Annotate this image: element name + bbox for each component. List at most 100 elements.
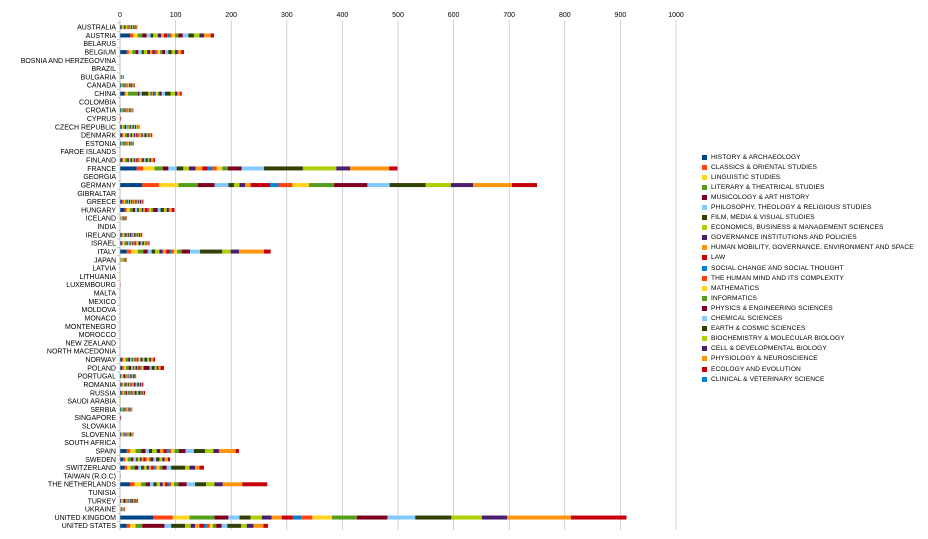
- bar-segment: [131, 124, 132, 129]
- bar-segment: [133, 133, 136, 138]
- legend-item: CLINICAL & VETERINARY SCIENCE: [702, 374, 928, 384]
- bar-segment: [387, 515, 416, 520]
- category-label: BRAZIL: [91, 66, 116, 73]
- bar-segment: [133, 498, 135, 503]
- legend-swatch: [702, 295, 707, 301]
- bar-segment: [129, 374, 131, 379]
- bar-segment: [162, 482, 166, 487]
- bar-segment: [140, 133, 142, 138]
- bar-segment: [130, 158, 133, 163]
- bar-segment: [140, 457, 142, 462]
- legend-swatch: [702, 194, 707, 200]
- bar-segment: [131, 108, 133, 113]
- bar-segment: [128, 25, 129, 30]
- legend-swatch: [702, 305, 707, 311]
- bar-segment: [129, 390, 131, 395]
- category-label: NEW ZEALAND: [65, 340, 116, 347]
- bar-segment: [128, 141, 129, 146]
- bar-segment: [126, 432, 128, 437]
- bar-segment: [141, 382, 143, 387]
- x-tick-label: 200: [225, 12, 237, 19]
- bar-segment: [127, 158, 129, 163]
- bar-segment: [124, 407, 126, 412]
- bar-segment: [124, 257, 126, 262]
- bar-segment: [127, 432, 128, 437]
- bar-segment: [261, 515, 272, 520]
- bar-segment: [181, 249, 191, 254]
- bar-segment: [134, 25, 136, 30]
- bar-segment: [210, 33, 214, 38]
- legend-label: CHEMICAL SCIENCES: [711, 315, 783, 323]
- bar-segment: [132, 232, 133, 237]
- bar-segment: [136, 232, 138, 237]
- bar-segment: [126, 257, 127, 262]
- bar-segment: [121, 216, 122, 221]
- bar-segment: [159, 465, 163, 470]
- bar-segment: [209, 523, 213, 528]
- bar-segment: [128, 199, 131, 204]
- bar-segment: [183, 166, 189, 171]
- bar-segment: [230, 249, 239, 254]
- bar-segment: [159, 91, 162, 96]
- bar-segment: [151, 133, 153, 138]
- bar-segment: [123, 124, 126, 129]
- bar-segment: [148, 91, 151, 96]
- legend-label: CELL & DEVELOPMENTAL BIOLOGY: [711, 345, 827, 353]
- bar-segment: [331, 515, 357, 520]
- bar-segment: [121, 257, 122, 262]
- bar-segment: [142, 365, 144, 370]
- bar-segment: [141, 365, 143, 370]
- bar-segment: [132, 382, 133, 387]
- category-label: POLAND: [87, 365, 116, 372]
- bar-segment: [129, 498, 131, 503]
- bar-segment: [147, 158, 150, 163]
- bar-segment: [155, 91, 157, 96]
- bar-segment: [133, 382, 136, 387]
- category-label: CROATIA: [85, 108, 116, 115]
- legend-swatch: [702, 316, 707, 322]
- bar-segment: [126, 124, 128, 129]
- bar-segment: [121, 216, 123, 221]
- bar-segment: [350, 166, 390, 171]
- bar-segment: [138, 357, 139, 362]
- bar-segment: [140, 357, 142, 362]
- bar-segment: [126, 108, 127, 113]
- category-label: ITALY: [98, 249, 117, 256]
- bar-segment: [128, 50, 133, 55]
- bar-segment: [120, 457, 124, 462]
- bar-segment: [123, 158, 126, 163]
- bar-segment: [131, 365, 133, 370]
- bar-segment: [141, 158, 143, 163]
- bar-segment: [121, 432, 123, 437]
- bar-segment: [138, 50, 142, 55]
- bar-segment: [156, 50, 158, 55]
- legend-item: FILM, MEDIA & VISUAL STUDIES: [702, 213, 928, 223]
- legend-label: BIOCHEMISTRY & MOLECULAR BIOLOGY: [711, 335, 845, 343]
- bar-segment: [189, 465, 196, 470]
- bar-segment: [171, 33, 176, 38]
- legend-label: SOCIAL CHANGE AND SOCIAL THOUGHT: [711, 264, 844, 272]
- bar-segment: [126, 232, 128, 237]
- bar-segment: [137, 365, 139, 370]
- bar-segment: [122, 407, 124, 412]
- bar-segment: [123, 382, 126, 387]
- bar-segment: [126, 523, 131, 528]
- bar-segment: [125, 374, 126, 379]
- bar-segment: [133, 199, 135, 204]
- category-label: BELGIUM: [84, 49, 116, 56]
- bar-segment: [130, 498, 132, 503]
- bar-segment: [250, 183, 271, 188]
- bar-segment: [127, 199, 129, 204]
- bar-segment: [135, 25, 137, 30]
- bar-segment: [121, 141, 123, 146]
- bar-segment: [127, 141, 129, 146]
- bar-segment: [127, 124, 128, 129]
- bar-segment: [137, 199, 139, 204]
- bar-segment: [188, 33, 194, 38]
- bar-segment: [124, 141, 126, 146]
- bar-segment: [149, 208, 152, 213]
- bar-segment: [214, 515, 229, 520]
- bar-segment: [301, 515, 313, 520]
- bar-segment: [193, 33, 200, 38]
- bar-segment: [130, 25, 132, 30]
